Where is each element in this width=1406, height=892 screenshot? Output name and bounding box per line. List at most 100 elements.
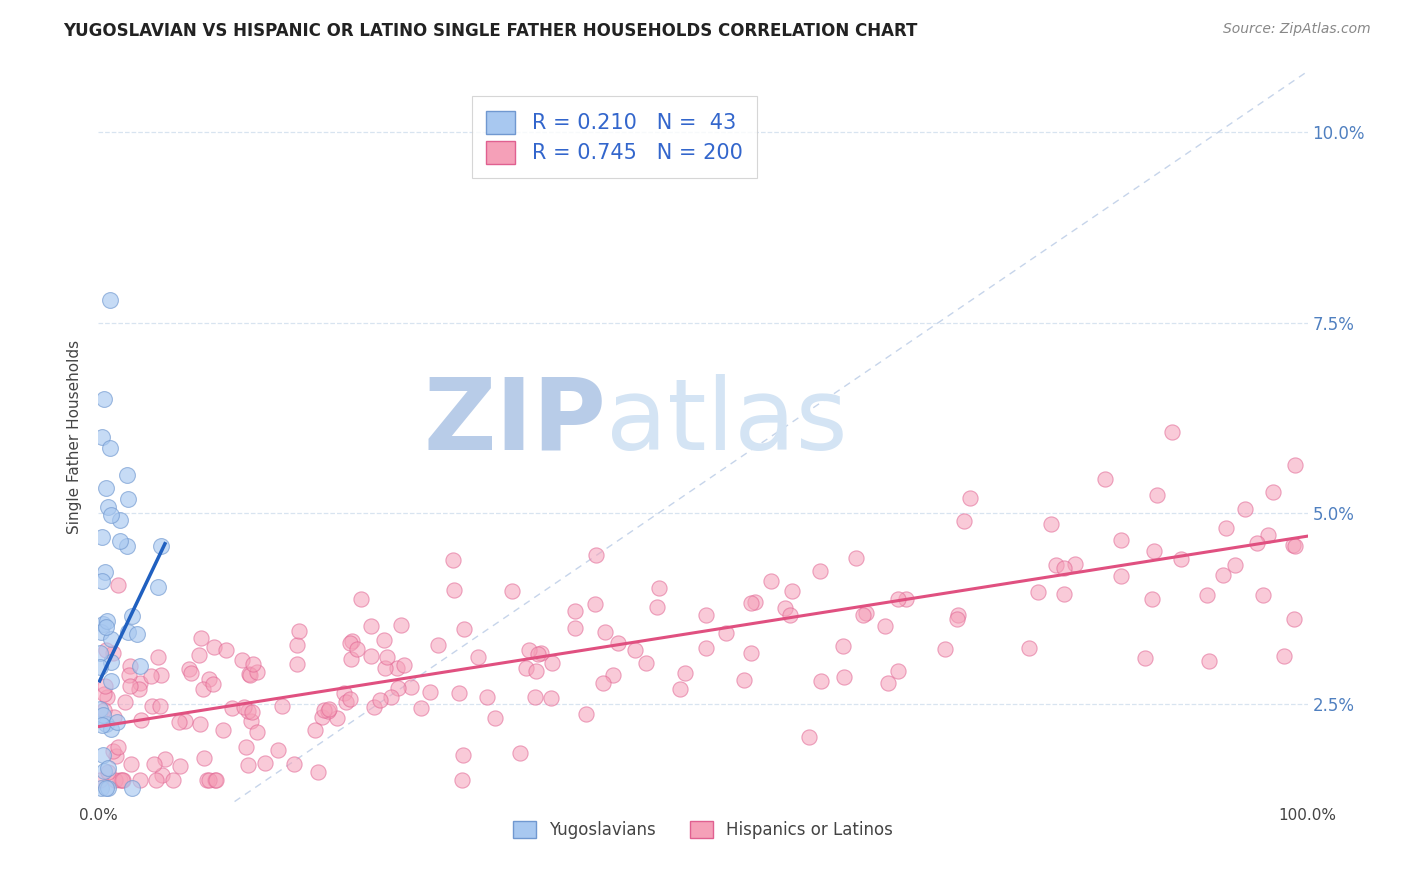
Point (202, 640, 225, 654)
Point (1160, 425, 1182, 439)
Point (238, 704, 260, 718)
Point (593, 624, 616, 639)
Point (242, 657, 264, 671)
Point (373, 661, 395, 675)
Point (211, 723, 233, 738)
Point (363, 700, 385, 714)
Point (335, 695, 357, 709)
Point (530, 646, 553, 660)
Point (118, 668, 141, 682)
Point (451, 772, 474, 787)
Text: YUGOSLAVIAN VS HISPANIC OR LATINO SINGLE FATHER HOUSEHOLDS CORRELATION CHART: YUGOSLAVIAN VS HISPANIC OR LATINO SINGLE… (63, 22, 918, 40)
Point (340, 651, 363, 665)
Point (583, 597, 606, 611)
Point (120, 756, 142, 771)
Point (607, 635, 630, 649)
Point (240, 705, 263, 719)
Point (346, 642, 368, 657)
Point (946, 612, 969, 626)
Point (204, 772, 226, 787)
Point (952, 514, 974, 528)
Point (1142, 592, 1164, 607)
Point (94, 643, 117, 657)
Point (669, 682, 692, 697)
Point (94, 620, 117, 634)
Point (239, 668, 262, 682)
Point (141, 698, 163, 713)
Point (97, 765, 120, 780)
Point (100, 508, 122, 522)
Point (1064, 557, 1087, 571)
Point (246, 725, 269, 739)
Point (360, 618, 382, 632)
Point (100, 723, 122, 737)
Point (419, 684, 441, 698)
Point (1223, 558, 1246, 572)
Text: ZIP: ZIP (423, 374, 606, 471)
Point (775, 600, 797, 615)
Point (283, 756, 305, 771)
Point (318, 702, 340, 716)
Text: atlas: atlas (606, 374, 848, 471)
Point (575, 706, 598, 721)
Point (90, 530, 112, 544)
Point (1233, 502, 1256, 516)
Point (105, 714, 128, 729)
Point (93, 764, 115, 778)
Point (695, 641, 717, 656)
Point (139, 669, 162, 683)
Point (1251, 588, 1274, 602)
Point (94, 679, 117, 693)
Point (100, 656, 122, 670)
Point (94, 566, 117, 580)
Point (169, 759, 191, 773)
Point (1026, 584, 1049, 599)
Point (96, 717, 118, 731)
Point (231, 653, 253, 667)
Point (105, 749, 128, 764)
Point (96, 614, 118, 628)
Point (108, 534, 131, 549)
Point (1018, 640, 1040, 655)
Point (740, 646, 762, 660)
Point (142, 757, 165, 772)
Point (193, 751, 215, 765)
Point (373, 633, 395, 648)
Y-axis label: Single Father Households: Single Father Households (67, 340, 83, 534)
Point (333, 685, 356, 699)
Point (91, 430, 114, 444)
Point (740, 596, 762, 610)
Point (541, 656, 564, 670)
Point (91, 617, 114, 632)
Point (204, 772, 226, 787)
Point (832, 639, 855, 653)
Point (150, 667, 173, 681)
Point (1198, 654, 1220, 668)
Point (253, 756, 276, 770)
Point (94, 481, 117, 495)
Point (1284, 539, 1306, 553)
Point (221, 700, 243, 714)
Point (98, 441, 121, 455)
Point (93, 392, 115, 406)
Point (385, 661, 408, 675)
Point (484, 711, 506, 725)
Point (100, 673, 122, 688)
Point (267, 743, 290, 757)
Point (759, 574, 782, 588)
Point (399, 681, 422, 695)
Point (845, 551, 868, 566)
Point (103, 772, 125, 787)
Point (808, 564, 831, 578)
Point (150, 768, 173, 782)
Point (198, 673, 221, 687)
Legend: Yugoslavians, Hispanics or Latinos: Yugoslavians, Hispanics or Latinos (506, 814, 900, 846)
Point (427, 638, 450, 652)
Point (100, 632, 122, 647)
Point (1143, 544, 1166, 558)
Point (526, 664, 548, 678)
Point (173, 714, 195, 728)
Point (832, 670, 855, 684)
Point (394, 657, 416, 672)
Point (517, 642, 540, 657)
